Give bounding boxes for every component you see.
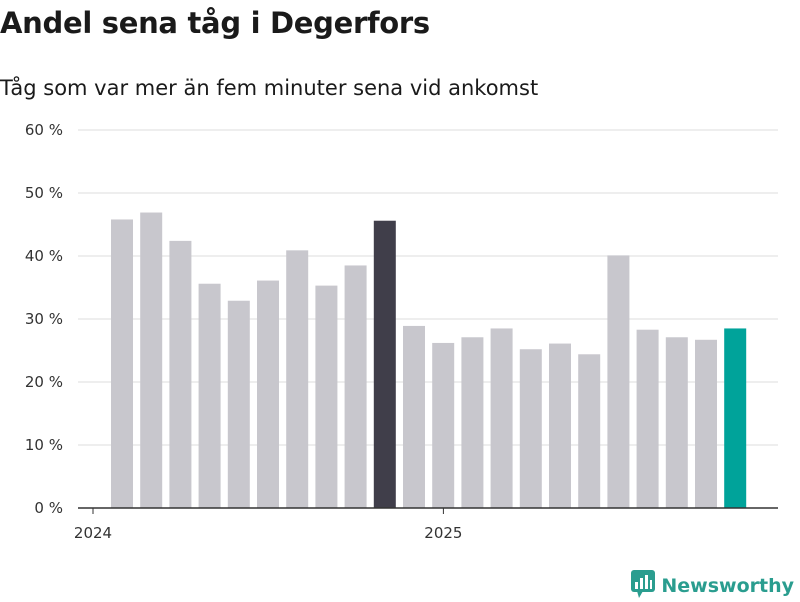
y-tick-label: 30 % [25, 310, 63, 328]
bar-2025-05 [578, 354, 601, 508]
x-tick-label: 2025 [424, 524, 462, 542]
bar-2024-01 [111, 219, 133, 508]
bar-2024-06 [257, 280, 279, 508]
bar-2025-07 [636, 329, 659, 508]
y-tick-label: 40 % [25, 247, 63, 265]
bar-2025-02 [490, 328, 513, 508]
y-tick-label: 60 % [25, 121, 63, 139]
bar-2024-09 [344, 265, 367, 508]
y-tick-label: 0 % [34, 499, 63, 517]
y-tick-label: 20 % [25, 373, 63, 391]
brand-name: Newsworthy [661, 575, 794, 597]
bar-2025-06 [607, 255, 630, 508]
gridlines [78, 129, 778, 446]
bar-chart: 0 % 10 % 20 % 30 % 40 % 50 % 60 % 2024 2025 [25, 121, 778, 542]
y-axis-tick-labels: 0 % 10 % 20 % 30 % 40 % 50 % 60 % [25, 121, 63, 517]
bar-2024-04 [198, 283, 221, 508]
bar-2024-08 [315, 285, 338, 508]
bar-2025-01 [461, 337, 484, 508]
newsworthy-logo-icon [631, 570, 656, 602]
y-tick-label: 10 % [25, 436, 63, 454]
chart-title: Andel sena tåg i Degerfors [0, 6, 430, 40]
x-axis-tick-labels: 2024 2025 [74, 508, 462, 542]
bars [111, 212, 747, 508]
bar-2025-03 [519, 349, 542, 508]
bar-2025-10 [724, 328, 747, 508]
bar-2024-02 [140, 212, 163, 508]
y-tick-label: 50 % [25, 184, 63, 202]
bar-2024-03 [169, 240, 192, 508]
bar-2024-05 [227, 300, 250, 508]
bar-2025-04 [549, 343, 571, 508]
newsworthy-brand[interactable]: Newsworthy [631, 570, 794, 602]
bar-2024-07 [286, 250, 309, 508]
x-tick-label: 2024 [74, 524, 112, 542]
bar-2024-10 [373, 220, 396, 508]
chart-subtitle: Tåg som var mer än fem minuter sena vid … [0, 76, 539, 100]
bar-2024-12 [432, 342, 455, 508]
bar-2024-11 [403, 325, 425, 508]
bar-2025-08 [665, 337, 688, 508]
bar-2025-09 [695, 339, 717, 508]
